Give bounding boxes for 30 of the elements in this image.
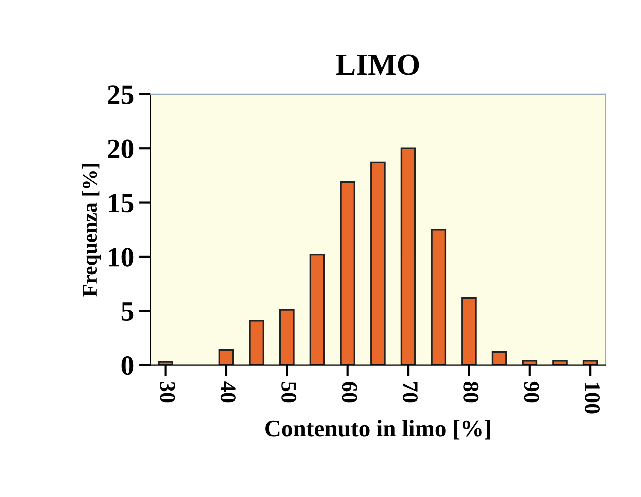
bar [310,254,326,366]
y-tick-label: 5 [122,302,134,322]
x-tick-label: 30 [160,382,176,403]
x-tick-label: 80 [464,382,479,403]
y-tick-label: 20 [108,140,134,159]
bar [462,297,477,366]
x-axis-title: Contenuto in limo [%] [266,420,490,440]
bar [249,320,264,366]
bar [218,349,234,366]
y-tick-label: 25 [108,86,134,104]
y-tick-label: 10 [109,248,134,267]
bar [552,360,568,366]
bar [400,148,416,366]
x-tick-label: 70 [402,382,418,403]
bar [492,351,508,366]
bar [522,360,538,366]
x-tick-label: 90 [524,382,540,403]
y-tick-label: 15 [109,194,134,213]
bar [370,162,386,366]
y-axis-title: Frequenza [%] [82,164,102,297]
bar [280,309,295,366]
x-tick-label: 60 [342,382,358,403]
y-tick-label: 0 [122,356,134,376]
chart-title: LIMO [336,54,420,76]
bar [340,181,356,366]
bar [158,361,174,366]
x-tick-label: 40 [220,382,236,403]
bar [431,229,447,366]
x-tick-label: 100 [585,383,600,414]
x-tick-label: 50 [282,382,297,403]
